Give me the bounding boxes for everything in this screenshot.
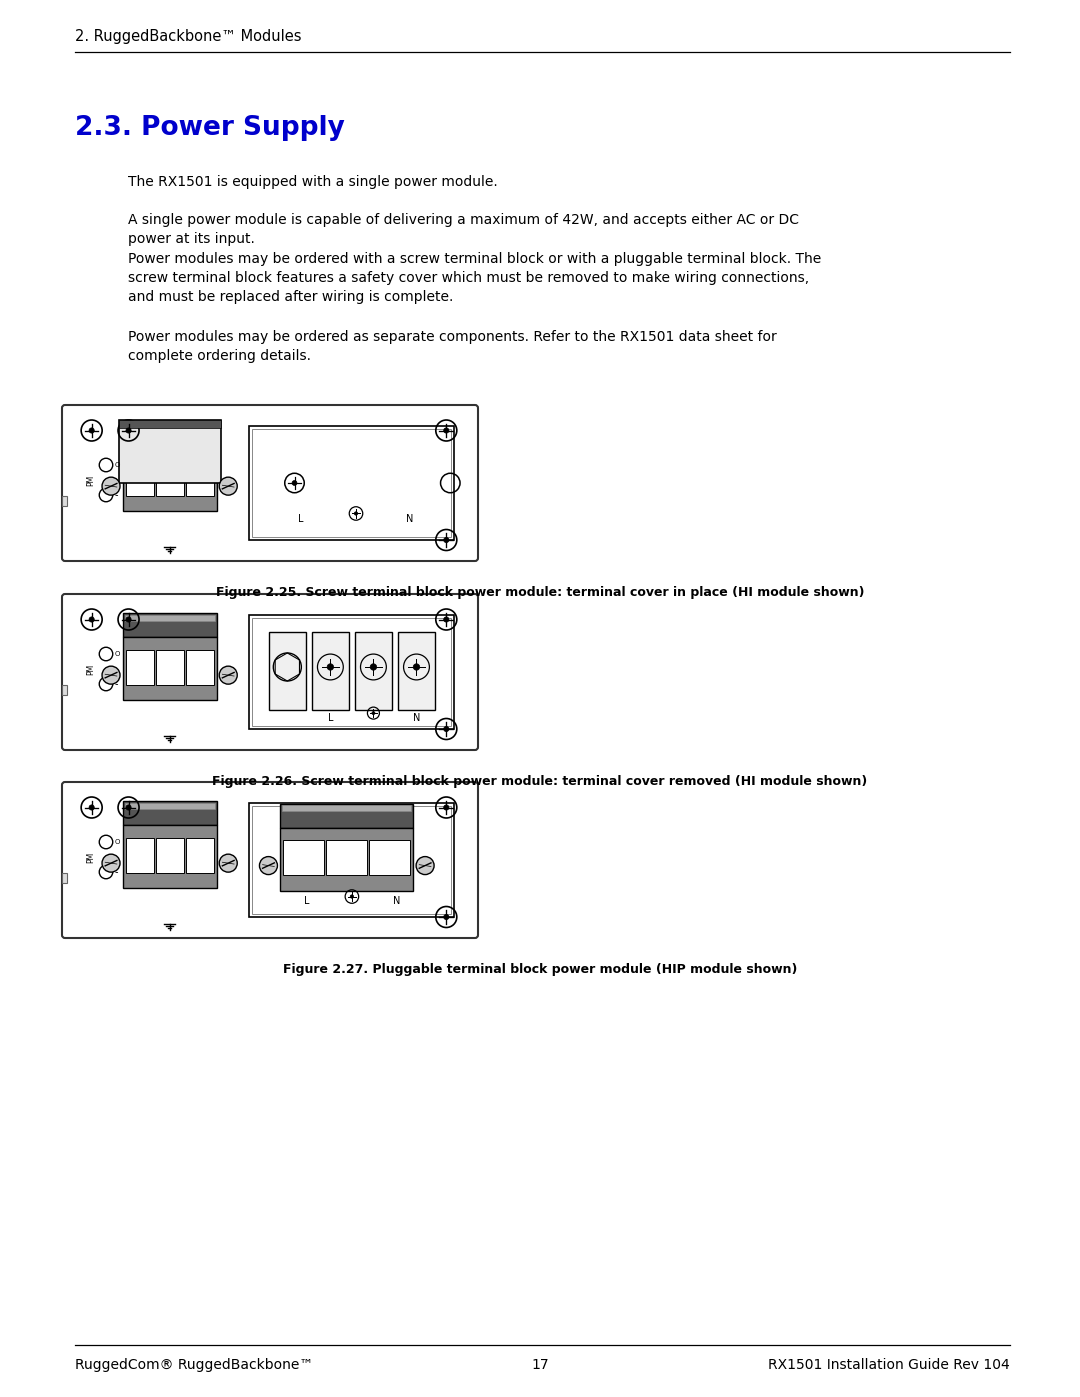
Circle shape xyxy=(444,538,449,542)
Text: PM: PM xyxy=(86,475,95,486)
Text: RX1501 Installation Guide Rev 104: RX1501 Installation Guide Rev 104 xyxy=(768,1358,1010,1372)
Bar xyxy=(62,496,67,506)
Circle shape xyxy=(89,427,94,433)
Text: 17: 17 xyxy=(531,1358,549,1372)
Bar xyxy=(253,806,451,914)
Bar xyxy=(62,685,67,694)
Circle shape xyxy=(327,664,334,671)
Text: RuggedCom® RuggedBackbone™: RuggedCom® RuggedBackbone™ xyxy=(75,1358,313,1372)
Text: Power modules may be ordered with a screw terminal block or with a pluggable ter: Power modules may be ordered with a scre… xyxy=(129,251,821,305)
Bar xyxy=(156,650,184,685)
Text: L: L xyxy=(305,895,310,907)
Bar xyxy=(124,426,215,432)
Circle shape xyxy=(414,664,420,671)
Bar xyxy=(119,420,220,483)
Circle shape xyxy=(444,427,449,433)
Circle shape xyxy=(126,805,131,810)
Circle shape xyxy=(89,805,94,810)
Text: N: N xyxy=(413,712,420,722)
Circle shape xyxy=(292,481,297,485)
Text: Figure 2.25. Screw terminal block power module: terminal cover in place (HI modu: Figure 2.25. Screw terminal block power … xyxy=(216,585,864,599)
Text: Figure 2.27. Pluggable terminal block power module (HIP module shown): Figure 2.27. Pluggable terminal block po… xyxy=(283,963,797,977)
Bar xyxy=(123,425,216,448)
Text: PM: PM xyxy=(86,664,95,675)
Text: Power modules may be ordered as separate components. Refer to the RX1501 data sh: Power modules may be ordered as separate… xyxy=(129,330,777,363)
Bar xyxy=(124,615,215,620)
Circle shape xyxy=(372,711,375,715)
Bar xyxy=(123,448,216,511)
Text: 2.3. Power Supply: 2.3. Power Supply xyxy=(75,115,345,141)
Bar xyxy=(62,873,67,883)
Text: L: L xyxy=(327,712,333,722)
Bar xyxy=(253,617,451,726)
Bar xyxy=(186,838,214,873)
Text: N: N xyxy=(393,895,401,907)
Bar xyxy=(269,631,306,710)
Bar xyxy=(125,838,153,873)
Bar xyxy=(125,461,153,496)
FancyBboxPatch shape xyxy=(62,594,478,750)
Bar xyxy=(123,826,216,888)
Circle shape xyxy=(102,854,120,872)
Circle shape xyxy=(89,617,94,622)
Circle shape xyxy=(126,427,131,433)
Bar xyxy=(355,631,392,710)
Text: L: L xyxy=(298,514,303,524)
Text: O: O xyxy=(114,651,120,657)
FancyBboxPatch shape xyxy=(62,405,478,562)
FancyBboxPatch shape xyxy=(62,782,478,937)
Circle shape xyxy=(259,856,278,875)
Text: -: - xyxy=(114,868,118,877)
Circle shape xyxy=(102,478,120,495)
Circle shape xyxy=(444,915,449,919)
Bar xyxy=(399,631,435,710)
Bar xyxy=(369,841,410,875)
Bar xyxy=(249,615,455,729)
Bar xyxy=(119,420,220,429)
Bar xyxy=(249,426,455,541)
Circle shape xyxy=(350,895,353,898)
Bar xyxy=(123,637,216,700)
Text: The RX1501 is equipped with a single power module.: The RX1501 is equipped with a single pow… xyxy=(129,175,498,189)
Circle shape xyxy=(102,666,120,685)
Text: 2. RuggedBackbone™ Modules: 2. RuggedBackbone™ Modules xyxy=(75,28,301,43)
Circle shape xyxy=(219,478,238,495)
Circle shape xyxy=(219,854,238,872)
Circle shape xyxy=(126,617,131,622)
Bar xyxy=(186,461,214,496)
Text: A single power module is capable of delivering a maximum of 42W, and accepts eit: A single power module is capable of deli… xyxy=(129,212,799,246)
Circle shape xyxy=(219,666,238,685)
Circle shape xyxy=(416,856,434,875)
Circle shape xyxy=(444,617,449,622)
Bar xyxy=(282,805,411,812)
Circle shape xyxy=(444,805,449,810)
Text: -: - xyxy=(114,490,118,500)
Bar xyxy=(123,802,216,826)
Text: O: O xyxy=(114,462,120,468)
Bar xyxy=(326,841,367,875)
Text: N: N xyxy=(406,514,413,524)
Bar xyxy=(249,803,455,916)
Text: Figure 2.26. Screw terminal block power module: terminal cover removed (HI modul: Figure 2.26. Screw terminal block power … xyxy=(213,775,867,788)
Bar xyxy=(156,838,184,873)
Text: O: O xyxy=(114,840,120,845)
Text: PM: PM xyxy=(86,851,95,862)
Bar xyxy=(125,650,153,685)
Text: -: - xyxy=(114,679,118,689)
Bar xyxy=(280,828,414,891)
Circle shape xyxy=(354,511,357,515)
Circle shape xyxy=(370,664,377,671)
Bar xyxy=(186,650,214,685)
Bar xyxy=(123,613,216,637)
Bar xyxy=(253,429,451,536)
Bar xyxy=(156,461,184,496)
Bar xyxy=(124,802,215,809)
Bar xyxy=(283,841,324,875)
Bar xyxy=(280,803,414,828)
Circle shape xyxy=(444,726,449,732)
Bar xyxy=(312,631,349,710)
